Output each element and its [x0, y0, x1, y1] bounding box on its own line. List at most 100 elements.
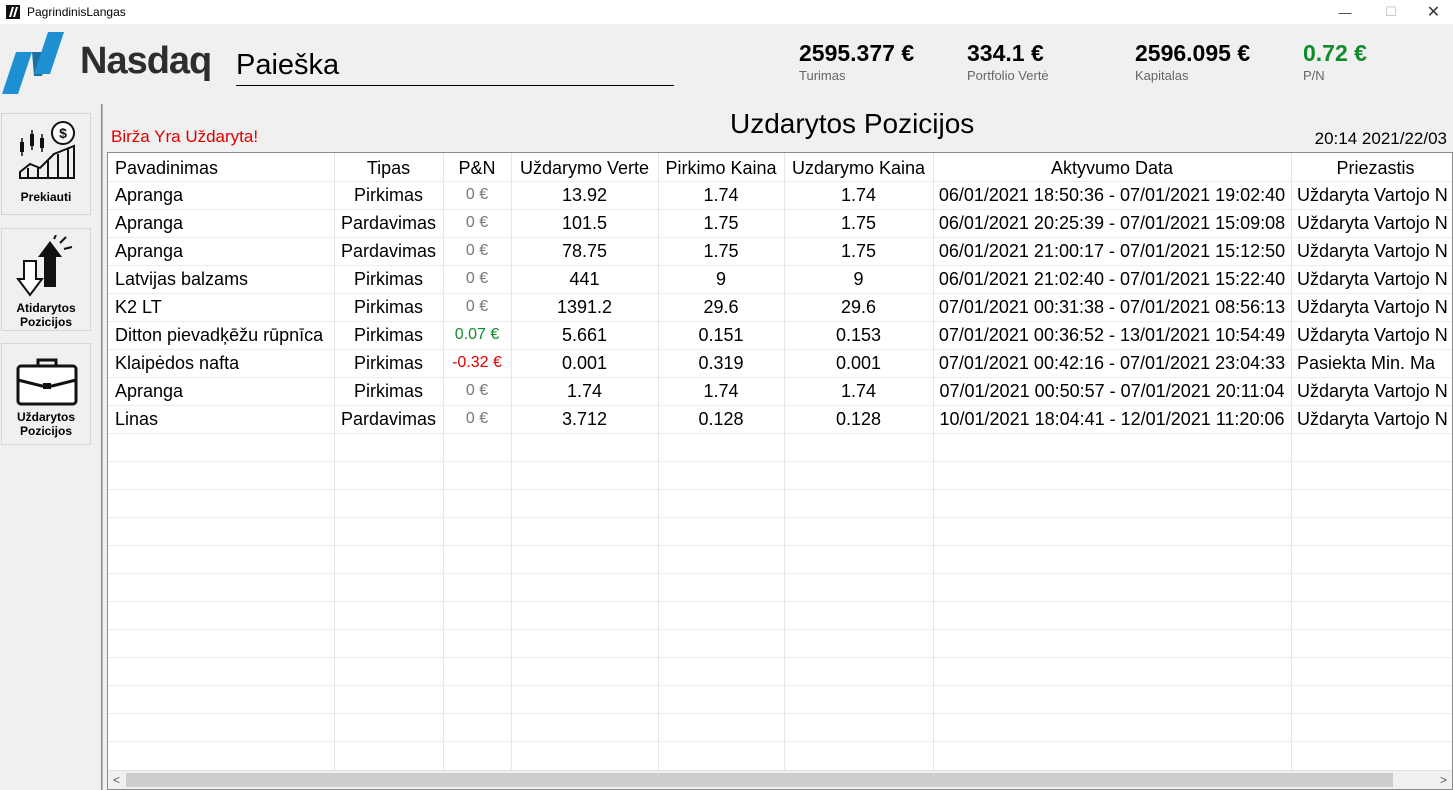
- table-cell: 0 €: [465, 298, 489, 315]
- table-cell: Uždaryta Vartojo N: [1297, 185, 1448, 205]
- table-cell: -0.32 €: [452, 354, 502, 371]
- row-divider: [108, 573, 1452, 574]
- sidebar-item-label: Uždarytos Pozicijos: [16, 410, 75, 438]
- table-cell: 10/01/2021 18:04:41 - 12/01/2021 11:20:0…: [939, 409, 1285, 429]
- sidebar-item-trade[interactable]: $ Prekiauti: [1, 113, 91, 215]
- column-header[interactable]: Uzdarymo Kaina: [791, 158, 926, 178]
- scroll-left-button[interactable]: <: [112, 773, 120, 787]
- search-input[interactable]: [236, 46, 674, 84]
- table-cell: 0.153: [835, 325, 882, 345]
- table-cell: 0 €: [465, 270, 489, 287]
- table-cell: Uždaryta Vartojo N: [1297, 269, 1448, 289]
- trading-chart-icon: $: [16, 120, 78, 182]
- column-header[interactable]: P&N: [458, 158, 496, 178]
- close-button[interactable]: ✕: [1426, 4, 1441, 21]
- table-cell: Pardavimas: [340, 213, 437, 233]
- main-content: Birža Yra Uždaryta! Uzdarytos Pozicijos …: [104, 100, 1453, 790]
- table-cell: 06/01/2021 20:25:39 - 07/01/2021 15:09:0…: [938, 213, 1286, 233]
- row-divider: [108, 181, 1452, 182]
- table-cell: 06/01/2021 18:50:36 - 07/01/2021 19:02:4…: [938, 185, 1286, 205]
- column-divider: [1291, 153, 1292, 771]
- scrollbar-thumb[interactable]: [126, 773, 1393, 787]
- row-divider: [108, 657, 1452, 658]
- stat-pn-value: 0.72 €: [1303, 40, 1367, 66]
- table-cell: Pirkimas: [353, 269, 423, 289]
- table-cell: 07/01/2021 00:36:52 - 13/01/2021 10:54:4…: [938, 325, 1286, 345]
- column-header[interactable]: Pirkimo Kaina: [665, 158, 777, 178]
- table-cell: 1.74: [840, 185, 877, 205]
- stat-portfolio-value: 334.1 €: [967, 40, 1044, 66]
- table-cell: 07/01/2021 00:50:57 - 07/01/2021 20:11:0…: [939, 381, 1285, 401]
- buy-sell-arrows-icon: [16, 234, 78, 297]
- row-divider: [108, 517, 1452, 518]
- column-header[interactable]: Priezastis: [1336, 158, 1415, 178]
- table-cell: Apranga: [115, 185, 184, 205]
- table-cell: 0.07 €: [454, 326, 500, 343]
- minimize-button[interactable]: —: [1338, 4, 1352, 20]
- table-cell: 0.128: [698, 409, 744, 429]
- row-divider: [108, 601, 1452, 602]
- horizontal-scrollbar[interactable]: < >: [108, 770, 1452, 789]
- sidebar-divider: [101, 104, 103, 790]
- row-divider: [108, 713, 1452, 714]
- table-cell: Uždaryta Vartojo N: [1297, 409, 1448, 429]
- column-divider: [511, 153, 512, 771]
- row-divider: [108, 209, 1452, 210]
- table-cell: 0 €: [465, 214, 489, 231]
- column-divider: [443, 153, 444, 771]
- table-cell: Pardavimas: [340, 241, 437, 261]
- table-cell: Pirkimas: [353, 297, 423, 317]
- table-cell: Linas: [115, 409, 159, 429]
- table-cell: Ditton pievadķēžu rūpnīca: [115, 325, 324, 345]
- stat-balance: 2595.377 € Turimas: [799, 40, 914, 83]
- table-cell: 06/01/2021 21:02:40 - 07/01/2021 15:22:4…: [938, 269, 1286, 289]
- row-divider: [108, 349, 1452, 350]
- sidebar-item-open-positions[interactable]: Atidarytos Pozicijos: [1, 228, 91, 331]
- table-cell: 101.5: [561, 213, 608, 233]
- table-cell: 0 €: [465, 186, 489, 203]
- table-cell: 1.75: [703, 241, 739, 261]
- table-cell: 1391.2: [556, 297, 613, 317]
- table-cell: 1.74: [703, 185, 739, 205]
- table-cell: 13.92: [561, 185, 608, 205]
- table-cell: 1.75: [840, 213, 877, 233]
- stat-capital: 2596.095 € Kapitalas: [1135, 40, 1250, 83]
- search-box[interactable]: [236, 46, 674, 86]
- row-divider: [108, 433, 1452, 434]
- table-cell: Pirkimas: [353, 353, 423, 373]
- table-cell: Apranga: [115, 241, 184, 261]
- table-cell: Pasiekta Min. Ma: [1297, 353, 1436, 373]
- row-divider: [108, 461, 1452, 462]
- window-titlebar: PagrindinisLangas — ☐ ✕: [0, 0, 1453, 24]
- header: Nasdaq 2595.377 € Turimas 334.1 € Portfo…: [0, 24, 1453, 100]
- table-cell: 06/01/2021 21:00:17 - 07/01/2021 15:12:5…: [938, 241, 1286, 261]
- table-cell: 5.661: [561, 325, 608, 345]
- table-cell: 9: [715, 269, 726, 289]
- stat-pn-label: P/N: [1303, 68, 1325, 83]
- table-cell: 1.74: [566, 381, 603, 401]
- positions-table[interactable]: < > Pavadinimas Tipas P&N Uždarymo Verte Pir…: [107, 152, 1453, 790]
- table-cell: 0.151: [698, 325, 744, 345]
- stat-balance-label: Turimas: [799, 68, 846, 83]
- column-divider: [334, 153, 335, 771]
- table-cell: Latvijas balzams: [115, 269, 249, 289]
- table-cell: 1.74: [840, 381, 877, 401]
- table-cell: Apranga: [115, 381, 184, 401]
- table-cell: Pirkimas: [353, 185, 423, 205]
- row-divider: [108, 265, 1452, 266]
- sidebar: $ Prekiauti Atidarytos Pozicijos: [0, 100, 104, 790]
- table-cell: 9: [853, 269, 864, 289]
- column-header[interactable]: Uždarymo Verte: [519, 158, 650, 178]
- row-divider: [108, 405, 1452, 406]
- stat-capital-value: 2596.095 €: [1135, 40, 1251, 66]
- column-header[interactable]: Pavadinimas: [115, 158, 219, 178]
- sidebar-item-closed-positions[interactable]: Uždarytos Pozicijos: [1, 343, 91, 445]
- maximize-button[interactable]: ☐: [1385, 4, 1397, 19]
- column-header[interactable]: Tipas: [366, 158, 411, 178]
- table-cell: Pirkimas: [353, 381, 423, 401]
- page-title: Uzdarytos Pozicijos: [730, 108, 975, 139]
- table-cell: 0 €: [465, 410, 489, 427]
- row-divider: [108, 293, 1452, 294]
- scroll-right-button[interactable]: >: [1439, 773, 1447, 787]
- column-header[interactable]: Aktyvumo Data: [1050, 158, 1174, 178]
